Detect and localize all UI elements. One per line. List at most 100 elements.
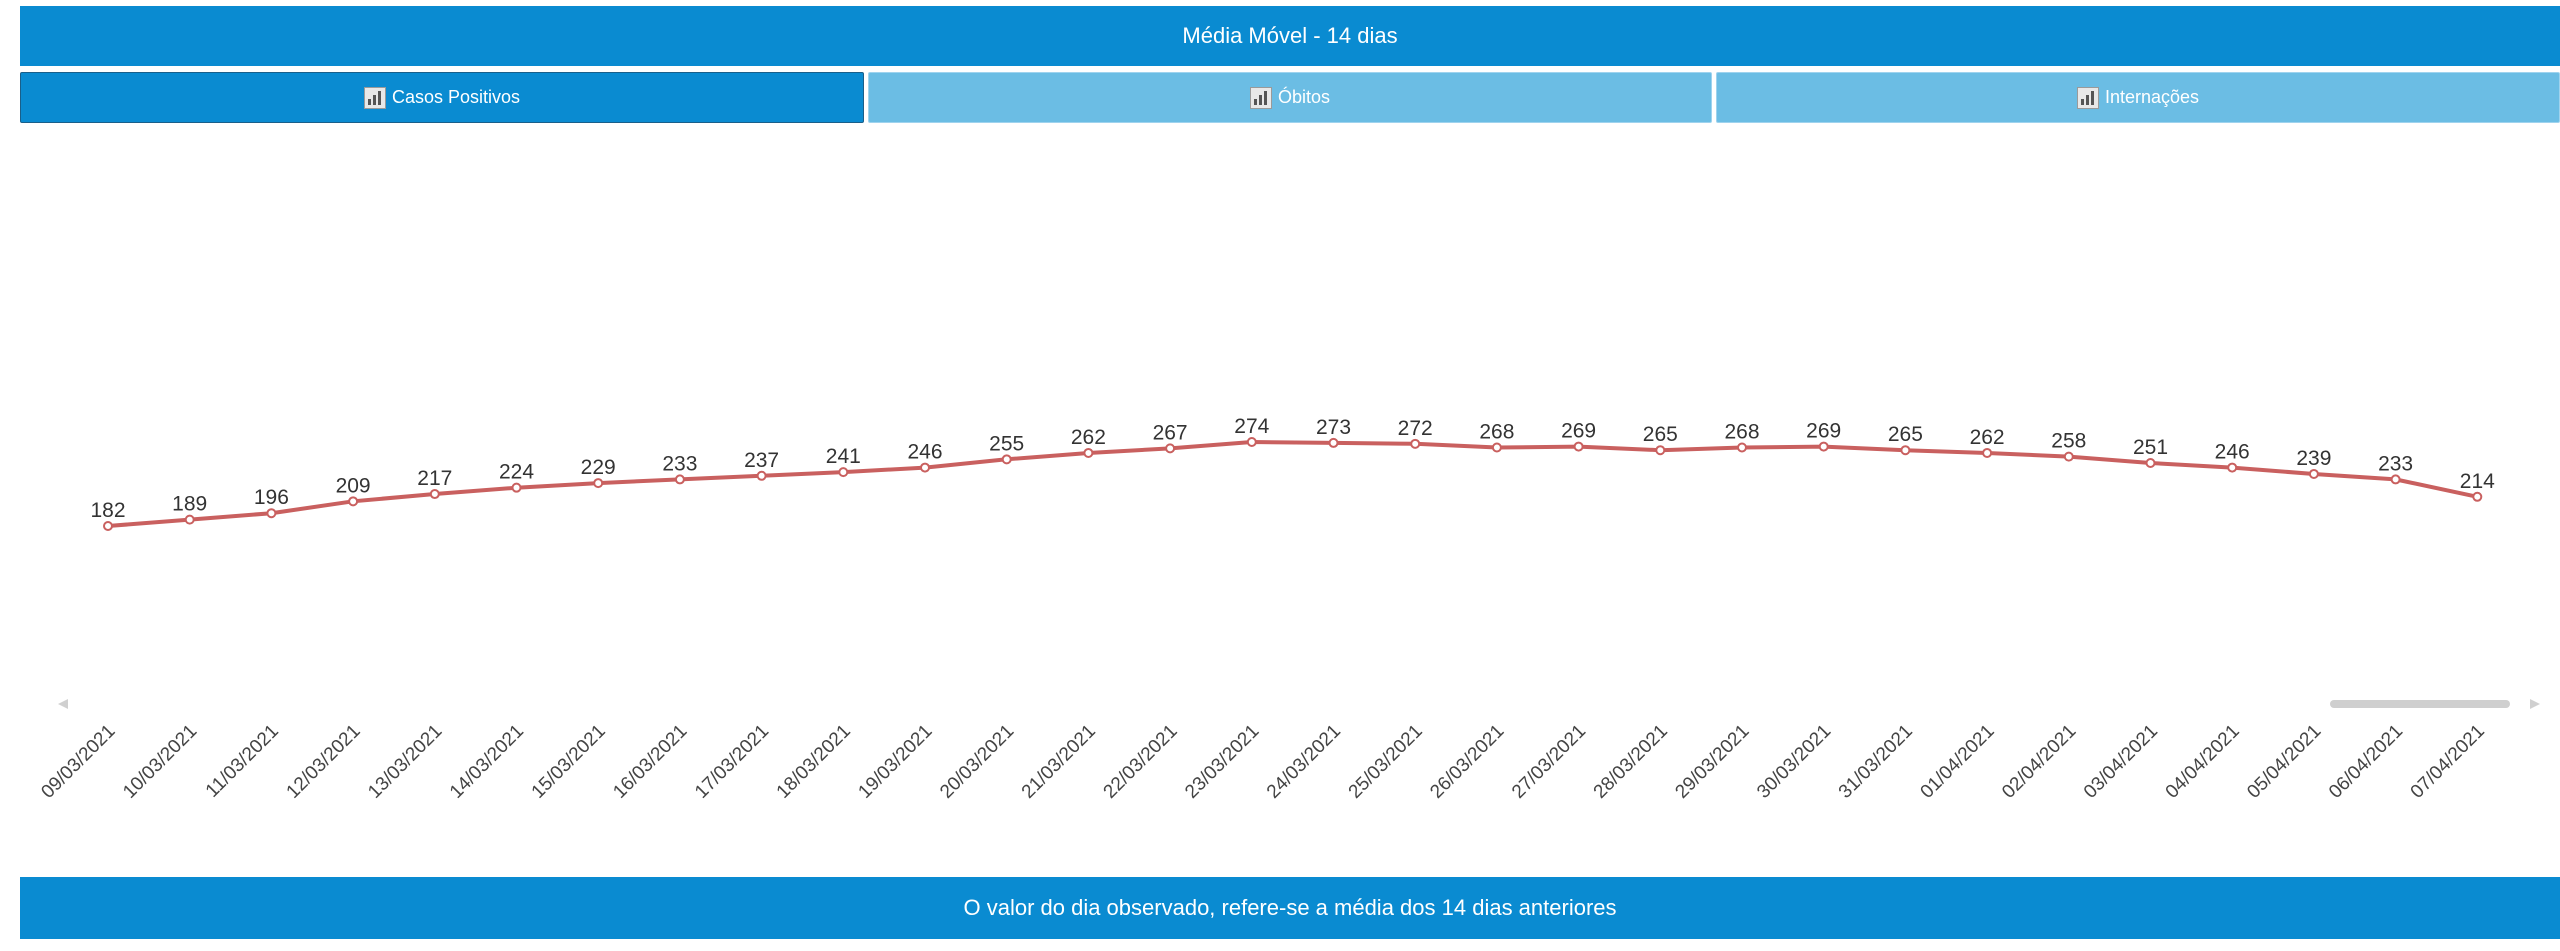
data-label: 224 bbox=[499, 461, 534, 484]
scroll-left-arrow[interactable] bbox=[58, 699, 68, 709]
x-tick-label: 11/03/2021 bbox=[202, 721, 283, 802]
data-label: 241 bbox=[826, 445, 861, 468]
x-tick-label: 17/03/2021 bbox=[691, 721, 773, 803]
data-point[interactable] bbox=[2145, 458, 2156, 468]
data-point[interactable] bbox=[838, 467, 849, 478]
data-label: 265 bbox=[1888, 423, 1923, 446]
data-label: 258 bbox=[2051, 430, 2086, 453]
x-tick-label: 25/03/2021 bbox=[1345, 721, 1427, 803]
data-point[interactable] bbox=[920, 462, 930, 473]
x-tick-label: 14/03/2021 bbox=[446, 721, 528, 803]
tab-casos-positivos[interactable]: Casos Positivos bbox=[20, 72, 864, 123]
x-tick-label: 15/03/2021 bbox=[528, 721, 610, 803]
data-point[interactable] bbox=[2227, 462, 2238, 473]
data-point[interactable] bbox=[2308, 468, 2319, 479]
x-tick-label: 24/03/2021 bbox=[1263, 721, 1345, 803]
metric-tabs: Casos Positivos Óbitos Internações bbox=[20, 72, 2560, 123]
data-label: 262 bbox=[1071, 426, 1106, 449]
x-tick-label: 18/03/2021 bbox=[773, 721, 855, 803]
data-label: 273 bbox=[1316, 416, 1351, 439]
data-point[interactable] bbox=[2390, 474, 2401, 485]
data-point[interactable] bbox=[1246, 437, 1257, 447]
x-tick-label: 22/03/2021 bbox=[1100, 721, 1182, 803]
data-label: 182 bbox=[90, 499, 125, 522]
data-point[interactable] bbox=[511, 482, 522, 493]
data-point[interactable] bbox=[266, 508, 277, 519]
data-label: 217 bbox=[417, 467, 452, 490]
x-tick-label: 28/03/2021 bbox=[1590, 721, 1672, 803]
data-point[interactable] bbox=[593, 478, 604, 489]
data-label: 268 bbox=[1724, 420, 1759, 443]
data-label: 262 bbox=[1970, 426, 2005, 449]
footer-text: O valor do dia observado, refere-se a mé… bbox=[963, 895, 1617, 920]
data-point[interactable] bbox=[103, 521, 113, 531]
footer-note: O valor do dia observado, refere-se a mé… bbox=[20, 877, 2560, 939]
x-tick-label: 21/03/2021 bbox=[1018, 721, 1100, 803]
x-tick-label: 01/04/2021 bbox=[1917, 721, 1999, 803]
data-point[interactable] bbox=[756, 470, 767, 481]
data-point[interactable] bbox=[1083, 447, 1094, 458]
x-tick-label: 06/04/2021 bbox=[2325, 721, 2407, 803]
x-tick-label: 23/03/2021 bbox=[1181, 721, 1263, 803]
data-point[interactable] bbox=[1001, 454, 1012, 465]
data-label: 237 bbox=[744, 449, 779, 472]
tab-label: Internações bbox=[2104, 87, 2200, 107]
x-tick-label: 27/03/2021 bbox=[1508, 721, 1590, 803]
data-point[interactable] bbox=[1573, 441, 1584, 452]
data-point[interactable] bbox=[674, 474, 685, 485]
data-label: 229 bbox=[581, 456, 616, 479]
data-label: 267 bbox=[1153, 421, 1188, 444]
x-tick-label: 03/04/2021 bbox=[2080, 721, 2162, 803]
data-point[interactable] bbox=[2472, 491, 2483, 502]
data-point[interactable] bbox=[184, 514, 195, 525]
data-point[interactable] bbox=[1982, 447, 1993, 458]
data-point[interactable] bbox=[1655, 445, 1666, 456]
data-point[interactable] bbox=[1491, 442, 1502, 453]
tab-label: Casos Positivos bbox=[391, 87, 521, 107]
data-label: 196 bbox=[254, 486, 289, 509]
data-point[interactable] bbox=[1410, 438, 1421, 449]
data-point[interactable] bbox=[1900, 445, 1911, 456]
x-tick-label: 12/03/2021 bbox=[283, 721, 365, 803]
x-tick-label: 31/03/2021 bbox=[1835, 721, 1917, 803]
x-tick-label: 02/04/2021 bbox=[1998, 721, 2080, 803]
data-label: 209 bbox=[336, 474, 371, 497]
bar-chart-icon bbox=[2076, 86, 2099, 109]
x-tick-label: 05/04/2021 bbox=[2243, 721, 2325, 803]
data-point[interactable] bbox=[1328, 437, 1339, 448]
data-label: 233 bbox=[2378, 452, 2413, 475]
bar-chart-icon bbox=[363, 86, 386, 109]
moving-average-chart: 182 09/03/2021 189 10/03/2021 196 11/03/2021 2… bbox=[37, 415, 2540, 803]
x-tick-label: 20/03/2021 bbox=[936, 721, 1018, 803]
scroll-right-arrow[interactable] bbox=[2530, 699, 2540, 709]
data-label: 272 bbox=[1398, 417, 1433, 440]
data-label: 269 bbox=[1806, 420, 1841, 443]
data-point[interactable] bbox=[2063, 451, 2074, 462]
x-tick-label: 04/04/2021 bbox=[2162, 721, 2244, 803]
series-line bbox=[107, 439, 2478, 528]
data-point[interactable] bbox=[1818, 441, 1829, 452]
tab-internacoes[interactable]: Internações bbox=[1716, 72, 2560, 123]
x-tick-label: 10/03/2021 bbox=[119, 721, 201, 803]
x-tick-label: 26/03/2021 bbox=[1426, 721, 1508, 803]
data-point[interactable] bbox=[348, 496, 359, 507]
data-label: 265 bbox=[1643, 423, 1678, 446]
data-point[interactable] bbox=[429, 489, 440, 500]
x-tick-label: 09/03/2021 bbox=[37, 721, 119, 803]
data-label: 233 bbox=[662, 452, 697, 475]
tab-obitos[interactable]: Óbitos bbox=[868, 72, 1712, 123]
x-tick-label: 19/03/2021 bbox=[854, 721, 936, 803]
x-tick-label: 13/03/2021 bbox=[364, 721, 446, 803]
horizontal-scrollbar[interactable] bbox=[2330, 700, 2510, 708]
data-label: 214 bbox=[2460, 470, 2495, 493]
data-point[interactable] bbox=[1165, 443, 1176, 454]
data-label: 274 bbox=[1234, 415, 1269, 438]
x-tick-label: 16/03/2021 bbox=[609, 721, 691, 803]
chart-title-bar: Média Móvel - 14 dias bbox=[20, 6, 2560, 66]
plot-area: 182 09/03/2021 189 10/03/2021 196 11/03/2021 2… bbox=[37, 415, 2495, 803]
data-label: 246 bbox=[2215, 441, 2250, 464]
data-point[interactable] bbox=[1737, 442, 1747, 453]
data-label: 255 bbox=[989, 432, 1024, 455]
data-label: 189 bbox=[172, 493, 207, 516]
data-label: 268 bbox=[1479, 420, 1514, 443]
